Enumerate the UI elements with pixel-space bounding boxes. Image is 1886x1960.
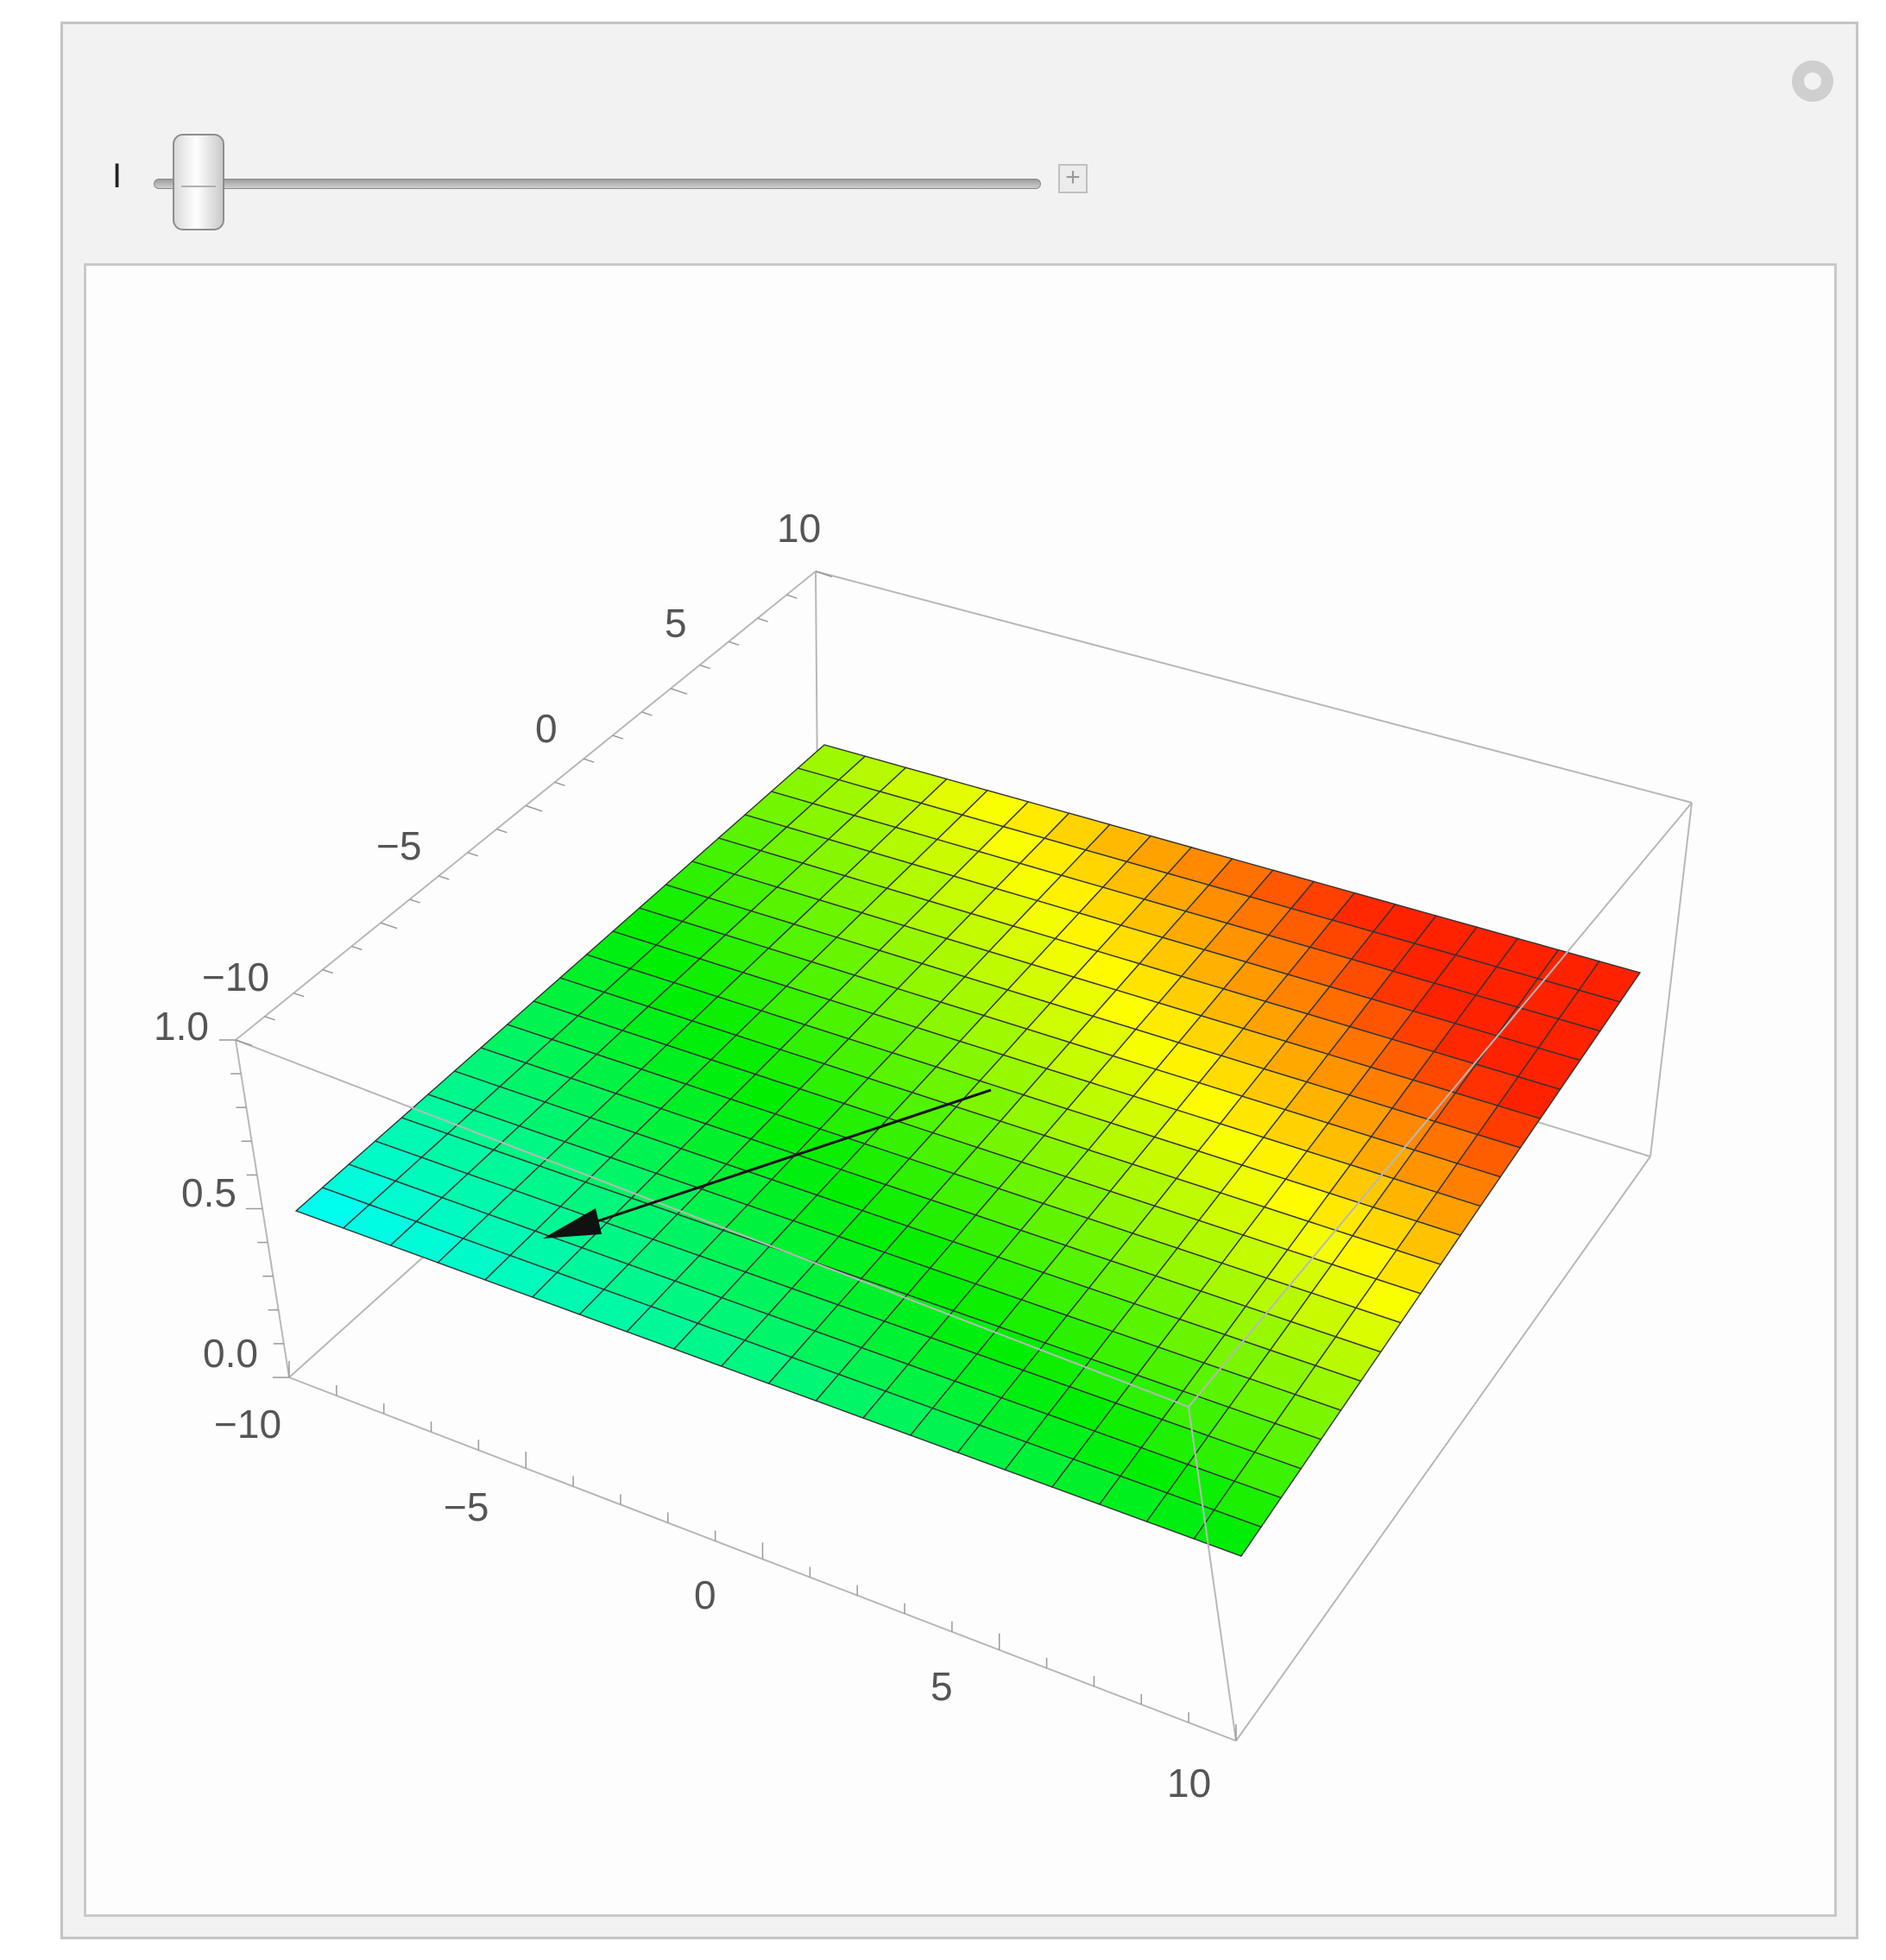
y-tick-label: 5 [665, 601, 687, 646]
x-tick-label: 10 [1167, 1761, 1211, 1806]
gradient-arrow [589, 1088, 992, 1226]
tick-mark [641, 711, 653, 716]
tick-mark [786, 594, 798, 599]
gradient-arrow-head [543, 1208, 602, 1238]
x-tick-label: −10 [214, 1402, 281, 1446]
x-tick-label: −5 [444, 1484, 489, 1529]
tick-mark [525, 804, 543, 812]
y-tick-label: −5 [376, 823, 421, 868]
tick-mark [554, 781, 565, 787]
z-tick-label: 1.0 [154, 1004, 209, 1049]
mesh-cell [1578, 960, 1642, 1003]
tick-mark [351, 945, 363, 951]
box-edge [1188, 1406, 1237, 1742]
tick-mark [467, 852, 479, 857]
tick-mark [612, 734, 624, 740]
gear-icon[interactable] [1792, 60, 1833, 102]
tick-mark [380, 922, 398, 930]
expand-button[interactable]: + [1058, 164, 1088, 193]
tick-mark [583, 758, 595, 763]
box-edge [1649, 802, 1693, 1157]
tick-mark [496, 828, 508, 834]
x-tick-label: 0 [694, 1572, 716, 1617]
tick-mark [699, 664, 710, 670]
x-tick-label: 5 [930, 1664, 953, 1709]
tick-mark [409, 898, 420, 904]
tick-mark [264, 1016, 275, 1021]
tick-mark [728, 640, 740, 646]
box-edge [1235, 1156, 1651, 1742]
surface-mesh [294, 744, 1642, 1557]
slider-track[interactable] [154, 179, 1041, 189]
z-tick-label: 0.5 [181, 1170, 237, 1215]
tick-mark [293, 992, 305, 998]
y-tick-label: 0 [535, 706, 558, 751]
tick-mark [235, 1039, 253, 1047]
tick-mark [322, 968, 334, 974]
tick-mark [670, 688, 688, 695]
tick-mark [815, 570, 833, 578]
box-edge [815, 570, 1693, 804]
y-tick-label: −10 [202, 955, 269, 999]
tick-mark [438, 875, 450, 880]
slider-thumb[interactable] [173, 134, 224, 230]
box-edge [235, 1039, 1189, 1408]
slider-label: I [112, 157, 123, 195]
z-tick-label: 0.0 [203, 1331, 258, 1376]
box-edge [1188, 802, 1693, 1408]
tick-mark [757, 617, 769, 623]
y-tick-label: 10 [777, 506, 821, 551]
axis-ticks [218, 570, 1237, 1741]
